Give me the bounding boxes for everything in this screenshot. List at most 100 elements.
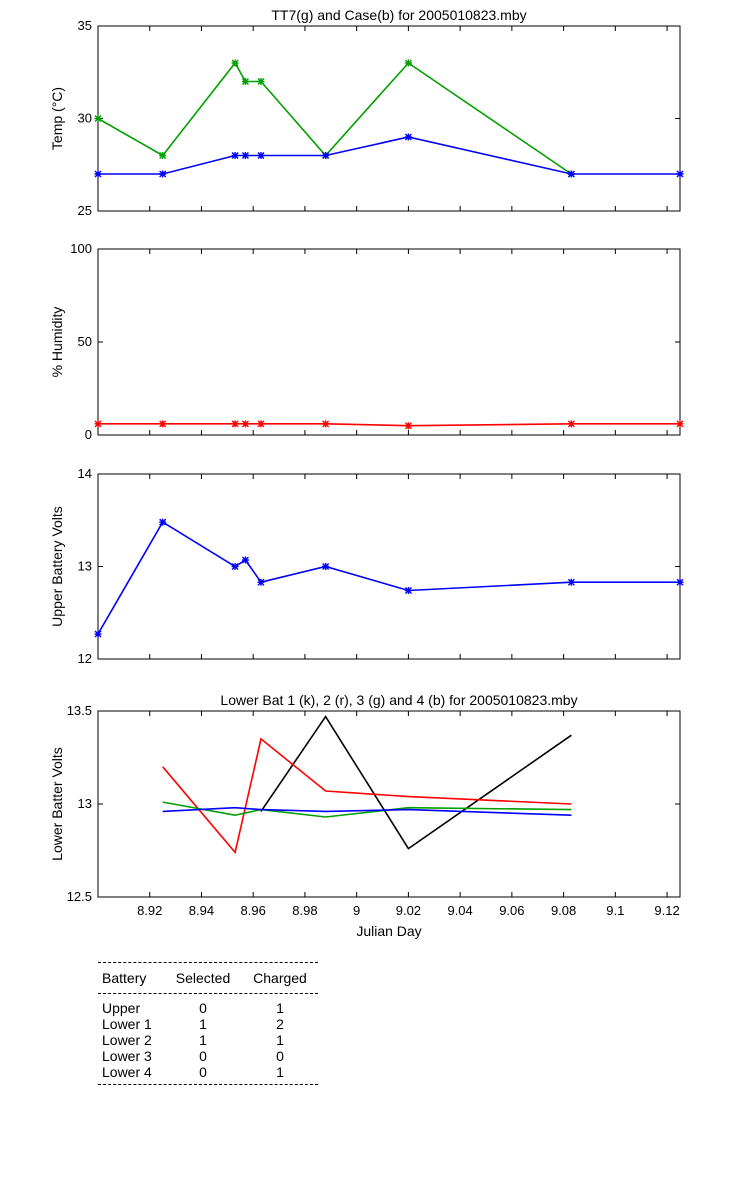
y-tick-label: 13 [78,796,92,811]
header-charged: Charged [253,970,307,986]
plot-frame [97,473,681,660]
series-line [97,520,680,635]
chart-title: Lower Bat 1 (k), 2 (r), 3 (g) and 4 (b) … [220,692,577,708]
data-point-marker [676,420,684,428]
x-tick-label: 8.98 [292,903,317,918]
x-tick-label: 9.1 [606,903,624,918]
table-header-rule [98,993,318,994]
data-point-marker [404,59,412,67]
y-tick-label: 12.5 [67,889,92,904]
table-bottom-rule [98,1084,318,1085]
plot-frame [97,248,681,436]
data-point-marker [241,78,249,85]
data-point-marker [94,630,102,638]
data-point-marker [676,578,684,586]
y-tick-label: 25 [78,203,92,218]
header-battery: Battery [102,970,147,986]
data-point-marker [241,420,249,428]
series-line [162,801,572,818]
data-point-marker [567,170,575,178]
table-row: Lower 4 0 1 [98,1064,318,1080]
data-point-marker [231,152,239,159]
charts-canvas: 25 30 35 TT7(g) and Case(b) for 2005010823.… [49,7,684,939]
x-tick-label: 9.06 [499,903,524,918]
table-row: Upper 0 1 [98,1000,318,1016]
series-line [162,737,572,855]
cell-selected: 0 [199,1000,207,1016]
data-point-marker [257,578,265,586]
x-tick-label: 9.02 [396,903,421,918]
data-point-marker [404,587,412,595]
data-point-marker [231,563,239,570]
table-row: Lower 1 1 2 [98,1016,318,1032]
series-line [98,422,680,427]
y-tick-label: 0 [85,427,92,442]
x-tick-label: 9 [353,903,360,918]
data-point-marker [159,518,167,526]
cell-battery: Lower 1 [102,1016,152,1032]
x-tick-label: 8.94 [189,903,214,918]
table-row: Lower 3 0 0 [98,1048,318,1064]
cell-battery: Upper [102,1000,141,1016]
x-tick-label: 9.04 [447,903,472,918]
cell-battery: Lower 4 [102,1064,152,1080]
data-point-marker [231,59,239,67]
data-point-marker [94,170,102,178]
header-selected: Selected [175,970,231,986]
y-tick-label: 13 [78,559,92,574]
y-tick-label: 12 [78,651,92,666]
cell-selected: 0 [199,1048,207,1064]
cell-charged: 1 [276,1064,284,1080]
data-point-marker [231,420,239,428]
series-line [260,715,572,850]
data-point-marker [322,420,330,428]
plot-frame [97,25,681,212]
table-row: Lower 2 1 1 [98,1032,318,1048]
cell-charged: 2 [276,1016,284,1032]
chart-title: TT7(g) and Case(b) for 2005010823.mby [271,7,526,23]
table-body: Upper 0 1 Lower 1 1 2 Lower 2 1 1 Lower … [98,994,318,1084]
data-point-marker [257,420,265,428]
y-tick-label: 30 [78,111,92,126]
cell-selected: 1 [199,1032,207,1048]
series-line [162,806,572,816]
data-point-marker [567,578,575,586]
series-line [97,61,572,175]
cell-charged: 1 [276,1032,284,1048]
y-tick-label: 50 [78,334,92,349]
data-point-marker [159,420,167,428]
x-tick-label: 8.92 [137,903,162,918]
y-tick-label: 13.5 [67,703,92,718]
data-point-marker [94,420,102,428]
y-axis-label: Upper Battery Volts [49,506,65,627]
cell-battery: Lower 2 [102,1032,152,1048]
y-tick-label: 14 [78,466,92,481]
y-axis-label: Lower Batter Volts [49,747,65,861]
x-tick-label: 9.12 [654,903,679,918]
data-point-marker [404,133,412,141]
table-header-row: Battery Selected Charged [98,963,318,993]
cell-selected: 1 [199,1016,207,1032]
cell-selected: 0 [199,1064,207,1080]
plot-frame [97,710,681,898]
battery-status-table: Battery Selected Charged Upper 0 1 Lower… [98,962,318,1085]
series-line [98,136,680,175]
cell-charged: 1 [276,1000,284,1016]
data-point-marker [322,152,330,159]
data-point-marker [94,115,102,122]
data-point-marker [159,152,167,159]
y-axis-label: % Humidity [49,307,65,378]
y-tick-label: 100 [70,241,92,256]
data-point-marker [257,152,265,159]
x-axis-label: Julian Day [356,923,421,939]
y-axis-label: Temp (°C) [49,87,65,150]
data-point-marker [404,422,412,430]
data-point-marker [322,563,330,570]
x-tick-label: 8.96 [241,903,266,918]
data-point-marker [567,420,575,428]
table-top-rule [98,962,318,963]
y-tick-label: 35 [78,18,92,33]
data-point-marker [676,170,684,178]
data-point-marker [257,78,265,85]
data-point-marker [241,152,249,159]
